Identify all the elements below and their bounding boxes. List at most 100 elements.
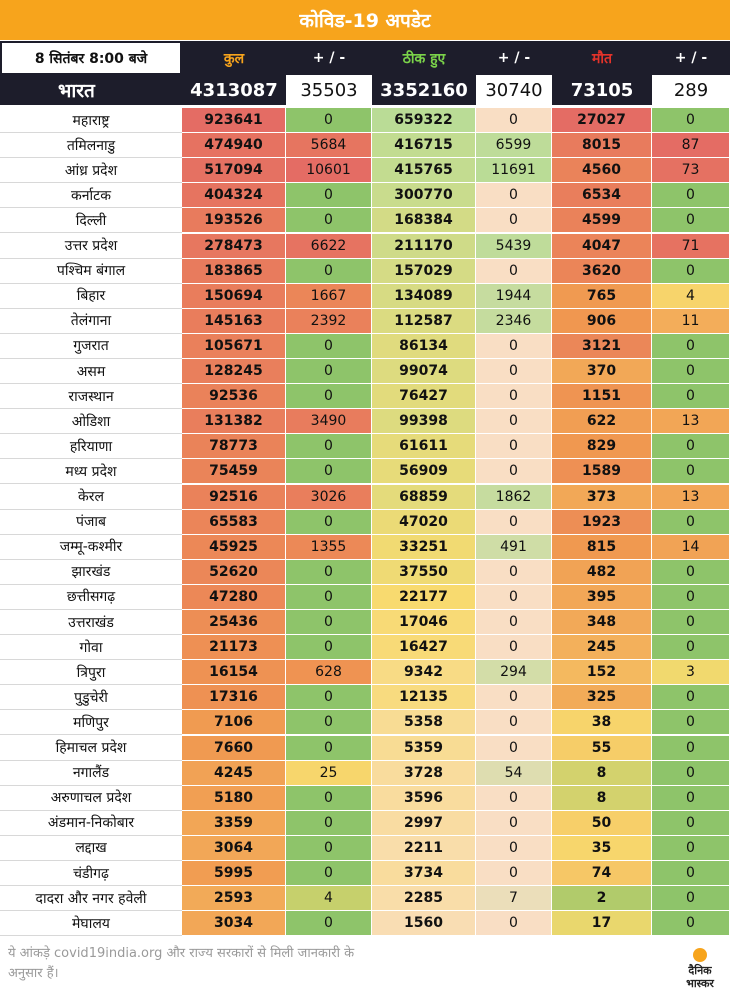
- state-name: नगालैंड: [0, 760, 182, 786]
- total-cell: 7660: [182, 735, 285, 760]
- total-delta-cell: 0: [286, 108, 371, 132]
- recovered-cell: 99398: [372, 409, 475, 434]
- state-name: उत्तराखंड: [0, 610, 182, 635]
- total-cell: 5995: [182, 861, 285, 885]
- deaths-header: मौत: [552, 41, 652, 75]
- state-name: आंध्र प्रदेश: [0, 158, 182, 184]
- deaths-delta-cell: 0: [652, 459, 729, 484]
- deaths-cell: 27027: [552, 108, 651, 132]
- table-row: पश्चिम बंगाल 183865 0 157029 0 3620 0: [0, 258, 730, 284]
- deaths-cell: 35: [552, 835, 651, 860]
- national-deaths-delta: 289: [652, 75, 730, 105]
- total-delta-cell: 0: [286, 258, 371, 283]
- table-row: चंडीगढ़ 5995 0 3734 0 74 0: [0, 861, 730, 886]
- total-cell: 131382: [182, 409, 285, 434]
- state-name: पश्चिम बंगाल: [0, 258, 182, 284]
- deaths-delta-cell: 14: [652, 534, 729, 559]
- total-delta-cell: 0: [286, 785, 371, 810]
- table-row: लद्दाख 3064 0 2211 0 35 0: [0, 835, 730, 861]
- national-deaths: 73105: [552, 75, 652, 105]
- deaths-delta-cell: 3: [652, 660, 729, 685]
- deaths-cell: 8: [552, 760, 651, 785]
- table-row: अंडमान-निकोबार 3359 0 2997 0 50 0: [0, 810, 730, 836]
- recovered-cell: 415765: [372, 158, 475, 183]
- total-delta-cell: 3026: [286, 484, 371, 509]
- deaths-delta-cell: 71: [652, 233, 729, 258]
- deaths-cell: 4047: [552, 233, 651, 258]
- total-cell: 16154: [182, 660, 285, 685]
- state-name: कर्नाटक: [0, 183, 182, 209]
- state-name: केरल: [0, 484, 182, 510]
- deaths-delta-header: + / -: [652, 41, 730, 75]
- total-delta-cell: 628: [286, 660, 371, 685]
- recovered-delta-cell: 0: [476, 258, 551, 283]
- recovered-delta-cell: 0: [476, 861, 551, 885]
- total-delta-cell: 3490: [286, 409, 371, 434]
- total-delta-cell: 1355: [286, 534, 371, 559]
- total-cell: 404324: [182, 183, 285, 208]
- table-row: झारखंड 52620 0 37550 0 482 0: [0, 559, 730, 585]
- total-delta-cell: 0: [286, 810, 371, 835]
- table-row: महाराष्ट्र 923641 0 659322 0 27027 0: [0, 108, 730, 133]
- total-header: कुल: [182, 41, 286, 75]
- recovered-cell: 22177: [372, 584, 475, 609]
- state-name: महाराष्ट्र: [0, 108, 182, 133]
- total-delta-cell: 0: [286, 835, 371, 860]
- table-row: छत्तीसगढ़ 47280 0 22177 0 395 0: [0, 584, 730, 610]
- total-delta-cell: 10601: [286, 158, 371, 183]
- deaths-cell: 245: [552, 635, 651, 660]
- total-delta-cell: 25: [286, 760, 371, 785]
- table-row: तेलंगाना 145163 2392 112587 2346 906 11: [0, 308, 730, 334]
- state-name: मध्य प्रदेश: [0, 459, 182, 485]
- deaths-cell: 74: [552, 861, 651, 885]
- recovered-cell: 2211: [372, 835, 475, 860]
- recovered-cell: 5359: [372, 735, 475, 760]
- recovered-cell: 9342: [372, 660, 475, 685]
- deaths-cell: 3121: [552, 333, 651, 358]
- deaths-delta-header-label: + / -: [674, 50, 708, 66]
- recovered-delta-cell: 0: [476, 434, 551, 459]
- recovered-delta-cell: 0: [476, 835, 551, 860]
- state-name: दादरा और नगर हवेली: [0, 886, 182, 912]
- table-row: मध्य प्रदेश 75459 0 56909 0 1589 0: [0, 459, 730, 485]
- deaths-cell: 6534: [552, 183, 651, 208]
- national-total-delta: 35503: [286, 75, 372, 105]
- recovered-delta-cell: 0: [476, 108, 551, 132]
- state-name: छत्तीसगढ़: [0, 584, 182, 610]
- table-row: केरल 92516 3026 68859 1862 373 13: [0, 484, 730, 510]
- recovered-delta-cell: 0: [476, 635, 551, 660]
- total-delta-cell: 0: [286, 635, 371, 660]
- total-cell: 78773: [182, 434, 285, 459]
- table-row: आंध्र प्रदेश 517094 10601 415765 11691 4560 73: [0, 158, 730, 184]
- deaths-cell: 17: [552, 911, 651, 936]
- state-name: गुजरात: [0, 333, 182, 359]
- deaths-delta-cell: 0: [652, 911, 729, 936]
- recovered-delta-cell: 0: [476, 559, 551, 584]
- total-cell: 47280: [182, 584, 285, 609]
- table-row: मणिपुर 7106 0 5358 0 38 0: [0, 710, 730, 736]
- state-name: राजस्थान: [0, 384, 182, 410]
- total-cell: 3064: [182, 835, 285, 860]
- table-row: हरियाणा 78773 0 61611 0 829 0: [0, 434, 730, 460]
- deaths-delta-cell: 0: [652, 584, 729, 609]
- date-header: 8 सितंबर 8:00 बजे: [0, 41, 182, 75]
- deaths-cell: 1923: [552, 509, 651, 534]
- national-total: 4313087: [182, 75, 286, 105]
- deaths-delta-cell: 0: [652, 635, 729, 660]
- recovered-delta-cell: 0: [476, 359, 551, 383]
- footer: ये आंकड़े covid19india.org और राज्य सरका…: [0, 940, 730, 1004]
- recovered-cell: 2285: [372, 886, 475, 911]
- table-row: दादरा और नगर हवेली 2593 4 2285 7 2 0: [0, 886, 730, 912]
- total-delta-cell: 0: [286, 333, 371, 358]
- recovered-cell: 99074: [372, 359, 475, 383]
- state-name: लद्दाख: [0, 835, 182, 861]
- recovered-cell: 56909: [372, 459, 475, 484]
- total-delta-cell: 0: [286, 861, 371, 885]
- total-delta-cell: 0: [286, 208, 371, 233]
- recovered-delta-cell: 294: [476, 660, 551, 685]
- recovered-delta-cell: 0: [476, 208, 551, 233]
- recovered-cell: 61611: [372, 434, 475, 459]
- total-delta-cell: 5684: [286, 133, 371, 158]
- recovered-header-label: ठीक हुए: [402, 50, 446, 67]
- deaths-delta-cell: 0: [652, 509, 729, 534]
